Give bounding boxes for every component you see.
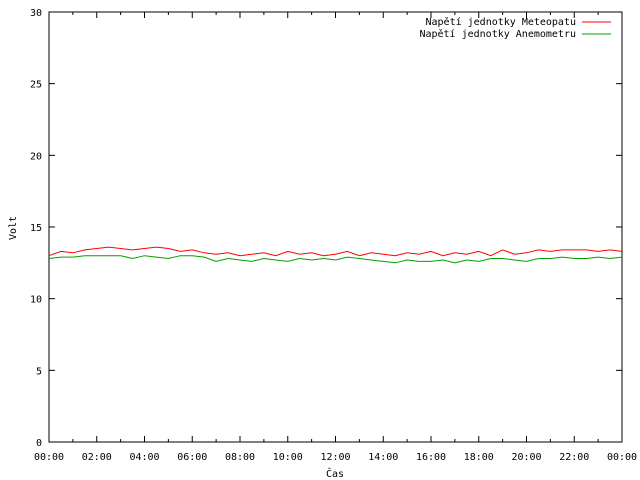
y-tick-label: 15 — [30, 223, 42, 234]
legend-label: Napětí jednotky Meteopatu — [425, 16, 576, 28]
series-layer — [48, 246, 623, 264]
x-tick-label: 02:00 — [82, 452, 112, 463]
x-tick-label: 00:00 — [34, 452, 64, 463]
x-tick-label: 10:00 — [273, 452, 303, 463]
y-tick-label: 20 — [30, 151, 42, 162]
x-tick-label: 04:00 — [129, 452, 159, 463]
y-axis-label: Volt — [8, 216, 19, 240]
x-tick-label: 06:00 — [177, 452, 207, 463]
x-axis: 00:00 02:00 04:00 06:00 08:00 10:00 12:00 14:00… — [34, 12, 637, 463]
x-tick-label: 08:00 — [225, 452, 255, 463]
series-line-meteopat — [48, 246, 623, 257]
x-tick-label: 20:00 — [511, 452, 541, 463]
x-tick-label: 00:00 — [607, 452, 637, 463]
y-tick-label: 0 — [36, 438, 42, 449]
x-tick-label: 16:00 — [416, 452, 446, 463]
y-axis: 0 5 10 15 20 25 30 — [30, 8, 622, 449]
x-tick-label: 18:00 — [464, 452, 494, 463]
y-tick-label: 10 — [30, 295, 42, 306]
legend-label: Napětí jednotky Anemometru — [419, 28, 576, 40]
y-tick-label: 30 — [30, 8, 42, 19]
series-line-anemometr — [48, 255, 623, 264]
x-tick-label: 22:00 — [559, 452, 589, 463]
x-axis-label: Čas — [326, 467, 344, 480]
x-tick-label: 12:00 — [320, 452, 350, 463]
plot-frame — [48, 11, 623, 443]
y-tick-label: 5 — [36, 366, 42, 377]
y-tick-label: 25 — [30, 80, 42, 91]
x-tick-label: 14:00 — [368, 452, 398, 463]
